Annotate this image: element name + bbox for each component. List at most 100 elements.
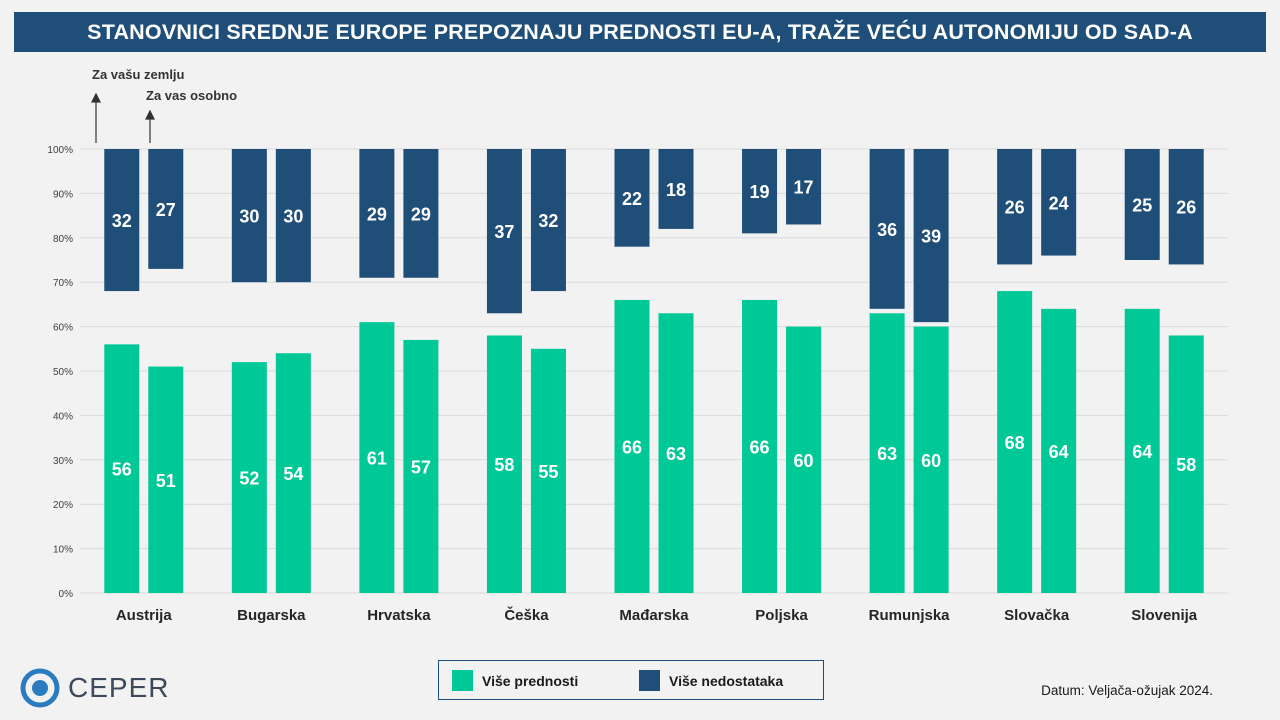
bar-value-label: 26	[1176, 198, 1196, 218]
y-tick-label: 10%	[53, 545, 73, 556]
chart-title: STANOVNICI SREDNJE EUROPE PREPOZNAJU PRE…	[14, 12, 1266, 52]
legend-swatch-advantages	[452, 670, 473, 691]
bar-value-label: 57	[411, 457, 431, 477]
bar-value-label: 22	[622, 189, 642, 209]
y-tick-label: 0%	[59, 589, 74, 600]
bar-value-label: 66	[622, 437, 642, 457]
bar	[403, 339, 439, 593]
x-tick-label: Slovačka	[1004, 607, 1070, 624]
bar	[1168, 335, 1204, 593]
bar-value-label: 66	[750, 437, 770, 457]
x-tick-label: Slovenija	[1131, 607, 1198, 624]
bar-value-label: 39	[921, 227, 941, 247]
ceper-logo: CEPER	[20, 668, 169, 708]
bar	[231, 362, 267, 593]
bar	[1041, 149, 1077, 256]
annotation-arrows	[91, 92, 155, 143]
logo-icon	[20, 668, 60, 708]
bar	[913, 149, 949, 323]
bar-value-label: 60	[921, 451, 941, 471]
bar-value-label: 24	[1049, 193, 1069, 213]
bar	[148, 149, 184, 269]
bar-value-label: 55	[538, 462, 558, 482]
bar-value-label: 26	[1005, 198, 1025, 218]
annotation-country: Za vašu zemlju	[92, 67, 185, 82]
bar-value-label: 61	[367, 449, 387, 469]
bar	[148, 366, 184, 593]
bar-value-label: 25	[1132, 196, 1152, 216]
bar	[997, 291, 1033, 593]
bar	[486, 335, 522, 593]
x-tick-label: Austrija	[116, 607, 173, 624]
bar	[1124, 308, 1160, 593]
footnote: Datum: Veljača-ožujak 2024.	[1041, 683, 1213, 698]
y-tick-label: 80%	[53, 234, 73, 245]
bar	[786, 149, 822, 225]
legend-item-disadvantages: Više nedostataka	[639, 670, 783, 691]
bar-value-label: 58	[494, 455, 514, 475]
bar	[104, 344, 140, 593]
logo-text: CEPER	[68, 672, 170, 703]
x-tick-label: Mađarska	[619, 607, 689, 624]
y-axis: 0% 10% 20% 30% 40% 50% 60% 70% 80% 90% 100%	[47, 145, 73, 600]
x-axis: Austrija Bugarska Hrvatska Češka Mađarska Pol…	[116, 606, 1198, 624]
bar-value-label: 54	[283, 464, 303, 484]
bar	[786, 326, 822, 593]
bar	[614, 299, 650, 593]
x-tick-label: Hrvatska	[367, 607, 431, 624]
bar	[104, 149, 140, 292]
y-tick-label: 40%	[53, 411, 73, 422]
bar	[913, 326, 949, 593]
bar-value-label: 30	[283, 207, 303, 227]
y-tick-label: 100%	[47, 145, 73, 156]
arrow-personal-head	[145, 109, 155, 120]
bar	[403, 149, 439, 278]
bar	[1124, 149, 1160, 260]
bar-value-label: 30	[239, 207, 259, 227]
bar-value-label: 32	[112, 211, 132, 231]
bar-value-label: 52	[239, 469, 259, 489]
bar-value-label: 63	[666, 444, 686, 464]
legend-swatch-disadvantages	[639, 670, 660, 691]
bar-value-label: 56	[112, 460, 132, 480]
bar	[742, 299, 778, 593]
bar-value-label: 64	[1132, 442, 1152, 462]
bar-value-label: 60	[794, 451, 814, 471]
legend: Više prednosti Više nedostataka	[438, 660, 824, 700]
x-tick-label: Rumunjska	[869, 607, 951, 624]
bar	[275, 149, 311, 283]
bar-value-label: 29	[411, 204, 431, 224]
bar	[742, 149, 778, 234]
bar-value-label: 37	[494, 222, 514, 242]
y-tick-label: 90%	[53, 189, 73, 200]
y-tick-label: 60%	[53, 323, 73, 334]
legend-label-disadvantages: Više nedostataka	[669, 672, 784, 689]
bar-value-label: 19	[750, 182, 770, 202]
bar-value-label: 27	[156, 200, 176, 220]
bar	[658, 313, 694, 593]
bar	[359, 149, 395, 278]
bar-value-label: 68	[1005, 433, 1025, 453]
bar	[231, 149, 267, 283]
legend-label-advantages: Više prednosti	[482, 672, 579, 689]
arrow-country-head	[91, 92, 101, 103]
bar	[530, 348, 566, 593]
bar-value-label: 63	[877, 444, 897, 464]
bar	[869, 313, 905, 593]
bar-value-label: 64	[1049, 442, 1069, 462]
y-tick-label: 70%	[53, 278, 73, 289]
bar	[997, 149, 1033, 265]
x-tick-label: Poljska	[755, 607, 808, 624]
bar	[1168, 149, 1204, 265]
annotation-personal: Za vas osobno	[146, 88, 238, 103]
bar-value-label: 29	[367, 204, 387, 224]
bar-value-label: 32	[538, 211, 558, 231]
bar-value-label: 51	[156, 471, 176, 491]
legend-item-advantages: Više prednosti	[452, 670, 578, 691]
bar	[530, 149, 566, 292]
bars: 56 51 32 27 52 54 30 30 61 57 29 29 58 55 37 32 66 63 22 18…	[104, 149, 1204, 593]
x-tick-label: Bugarska	[237, 607, 306, 624]
bar	[1041, 308, 1077, 593]
y-tick-label: 20%	[53, 500, 73, 511]
